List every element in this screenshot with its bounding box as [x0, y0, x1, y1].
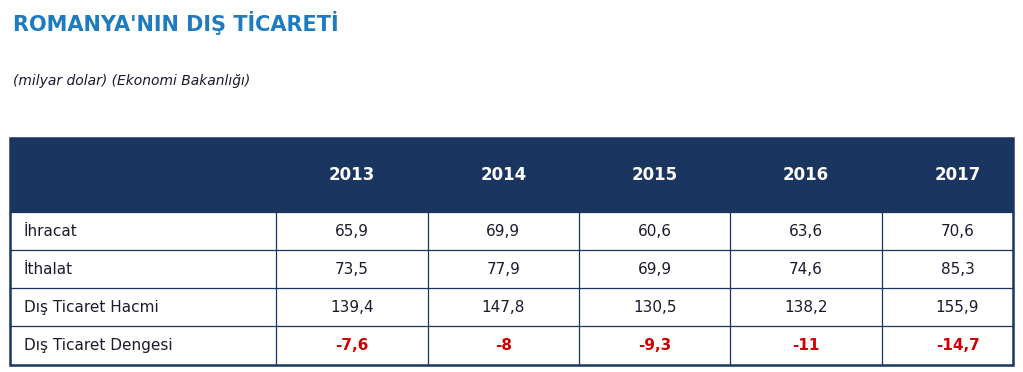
Text: -9,3: -9,3 [638, 338, 671, 353]
Text: 70,6: 70,6 [940, 224, 975, 238]
Text: -11: -11 [793, 338, 819, 353]
Text: 63,6: 63,6 [789, 224, 824, 238]
Text: İthalat: İthalat [24, 262, 73, 277]
Text: 139,4: 139,4 [330, 300, 373, 315]
Text: -8: -8 [495, 338, 512, 353]
Text: 147,8: 147,8 [482, 300, 525, 315]
Text: 85,3: 85,3 [940, 262, 975, 277]
Text: 138,2: 138,2 [785, 300, 828, 315]
Text: 130,5: 130,5 [633, 300, 676, 315]
Text: -14,7: -14,7 [936, 338, 979, 353]
Text: 2014: 2014 [480, 166, 527, 184]
Text: Dış Ticaret Hacmi: Dış Ticaret Hacmi [24, 300, 159, 315]
Text: -7,6: -7,6 [336, 338, 368, 353]
Text: (milyar dolar) (Ekonomi Bakanlığı): (milyar dolar) (Ekonomi Bakanlığı) [13, 74, 251, 89]
Text: 2015: 2015 [631, 166, 678, 184]
Text: 60,6: 60,6 [637, 224, 672, 238]
Text: Dış Ticaret Dengesi: Dış Ticaret Dengesi [24, 338, 172, 353]
Text: ROMANYA'NIN DIŞ TİCARETİ: ROMANYA'NIN DIŞ TİCARETİ [13, 11, 339, 35]
Text: 69,9: 69,9 [637, 262, 672, 277]
Text: 74,6: 74,6 [789, 262, 824, 277]
Bar [10, 138, 1013, 365]
Text: 65,9: 65,9 [335, 224, 369, 238]
Text: 2013: 2013 [328, 166, 375, 184]
Text: 73,5: 73,5 [335, 262, 369, 277]
Text: 77,9: 77,9 [486, 262, 521, 277]
Bar [10, 138, 1013, 212]
Text: 69,9: 69,9 [486, 224, 521, 238]
Text: 155,9: 155,9 [936, 300, 979, 315]
Text: 2017: 2017 [934, 166, 981, 184]
Text: 2016: 2016 [783, 166, 830, 184]
Text: İhracat: İhracat [24, 224, 78, 238]
